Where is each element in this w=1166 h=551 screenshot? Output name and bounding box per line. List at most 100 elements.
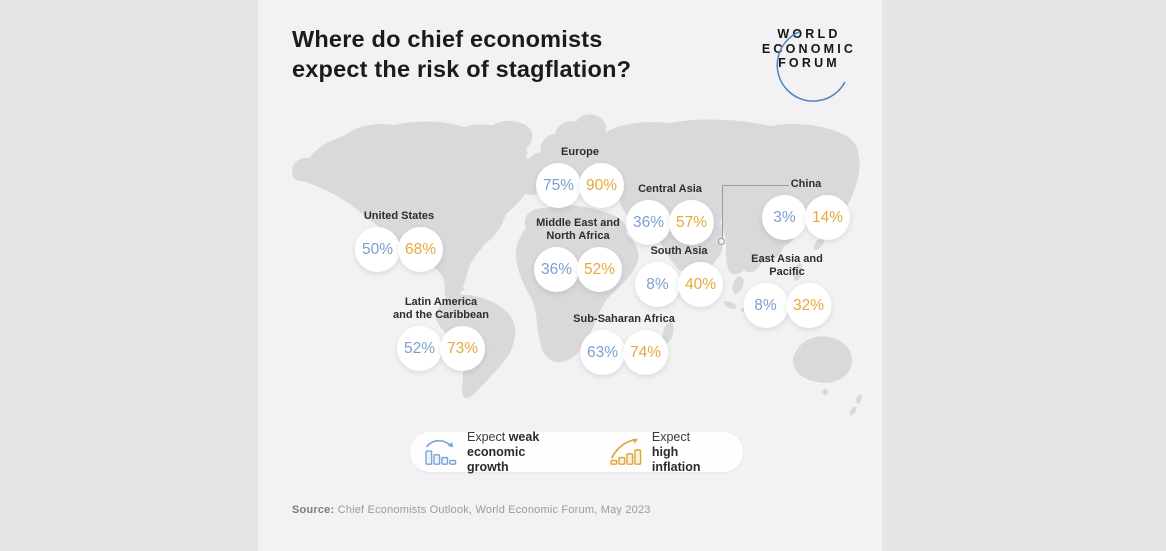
region-label: Europe [561,146,599,158]
region-label: East Asia and Pacific [751,253,823,278]
region-europe: Europe 75% 90% [536,146,624,208]
china-callout-line [722,185,789,238]
high-inflation-bubble: 68% [398,227,443,272]
wef-logo-word: FORUM [778,56,840,70]
high-inflation-value: 74% [629,343,662,361]
wef-logo: WORLD ECONOMIC FORUM [755,27,863,102]
legend-label: Expect high inflation [652,430,729,475]
bubble-pair: 50% 68% [355,227,443,272]
tasmania [822,389,828,395]
weak-growth-value: 36% [540,260,573,278]
weak-growth-bubble: 52% [397,326,442,371]
bubble-pair: 3% 14% [762,195,850,240]
source-text: Chief Economists Outlook, World Economic… [337,504,651,516]
page-title: Where do chief economists expect the ris… [292,26,632,82]
bubble-pair: 8% 40% [635,262,723,307]
madagascar [662,322,674,344]
legend-item-weak-growth: Expect weak economic growth [424,430,569,475]
new-zealand-north [856,394,862,404]
high-inflation-value: 57% [675,213,708,231]
wef-logo-word: ECONOMIC [761,41,857,56]
weak-growth-value: 8% [754,296,777,314]
philippines [793,263,803,281]
china-callout-dot [718,238,725,245]
high-inflation-value: 73% [446,339,479,357]
greenland [485,120,533,154]
region-label: Central Asia [638,183,702,195]
region-latin-america-caribbean: Latin America and the Caribbean 52% 73% [393,296,489,371]
region-label: Sub-Saharan Africa [573,313,675,325]
malay-peninsula [732,276,744,294]
weak-growth-bubble: 50% [355,227,400,272]
bubble-pair: 75% 90% [536,163,624,208]
high-inflation-value: 14% [811,208,844,226]
high-inflation-bubble: 74% [623,330,668,375]
weak-growth-bubble: 63% [580,330,625,375]
region-label: United States [363,210,435,222]
caribbean [451,285,465,291]
weak-growth-bubble: 36% [626,200,671,245]
high-inflation-bubble: 90% [579,163,624,208]
source-line: Source: Chief Economists Outlook, World … [292,504,651,516]
kamchatka [830,145,860,212]
continent-africa [516,205,639,363]
weak-growth-value: 50% [361,240,394,258]
japan-south [813,238,825,250]
legend-text-bold: weak [508,429,540,444]
legend-text-normal: Expect [467,429,509,444]
british-isles [510,173,520,189]
weak-growth-value: 3% [773,208,796,226]
high-inflation-value: 90% [585,176,618,194]
weak-growth-value: 52% [403,339,436,357]
continent-north-america [291,121,536,305]
bubble-pair: 63% 74% [573,330,675,375]
weak-growth-value: 8% [646,275,669,293]
high-inflation-value: 52% [583,260,616,278]
weak-growth-bubble: 8% [743,283,788,328]
legend-label: Expect weak economic growth [467,430,569,475]
region-label: Middle East and North Africa [536,217,620,242]
weak-growth-bubble: 36% [534,247,579,292]
high-inflation-bubble: 73% [440,326,485,371]
legend-text-normal: Expect [651,429,691,444]
region-south-asia: South Asia 8% 40% [635,245,723,307]
rising-bar-chart-icon [610,438,642,465]
legend-text-bold: economic growth [467,444,526,474]
weak-growth-bubble: 8% [635,262,680,307]
region-central-asia: Central Asia 36% 57% [626,183,714,245]
high-inflation-bubble: 52% [577,247,622,292]
high-inflation-bubble: 40% [678,262,723,307]
bubble-pair: 8% 32% [740,283,835,328]
high-inflation-bubble: 14% [805,195,850,240]
bubble-pair: 52% 73% [393,326,489,371]
source-label: Source: [292,504,335,516]
infographic-card: Where do chief economists expect the ris… [258,0,882,551]
declining-bar-chart-icon [425,439,457,465]
region-china: China 3% 14% [762,178,850,240]
weak-growth-value: 36% [632,213,665,231]
region-middle-east-north-africa: Middle East and North Africa 36% 52% [534,217,622,292]
high-inflation-bubble: 32% [786,283,831,328]
legend: Expect weak economic growth Expect high … [410,430,743,475]
weak-growth-bubble: 75% [536,163,581,208]
high-inflation-value: 32% [792,296,825,314]
region-east-asia-pacific: East Asia and Pacific 8% 32% [740,253,835,328]
bubble-pair: 36% 52% [534,247,622,292]
region-sub-saharan-africa: Sub-Saharan Africa 63% 74% [573,313,675,375]
weak-growth-value: 75% [542,176,575,194]
wef-logo-arc-icon [776,31,846,102]
new-zealand-south [849,406,857,416]
continent-australia [793,336,853,383]
region-united-states: United States 50% 68% [355,210,443,272]
region-label: China [790,178,822,190]
region-label: South Asia [650,245,708,257]
legend-text-bold: high inflation [651,444,701,474]
weak-growth-value: 63% [586,343,619,361]
bubble-pair: 36% 57% [626,200,714,245]
sumatra [723,300,737,310]
weak-growth-bubble: 3% [762,195,807,240]
high-inflation-bubble: 57% [669,200,714,245]
legend-item-high-inflation: Expect high inflation [609,430,729,475]
region-label: Latin America and the Caribbean [393,296,489,321]
high-inflation-value: 40% [684,275,717,293]
